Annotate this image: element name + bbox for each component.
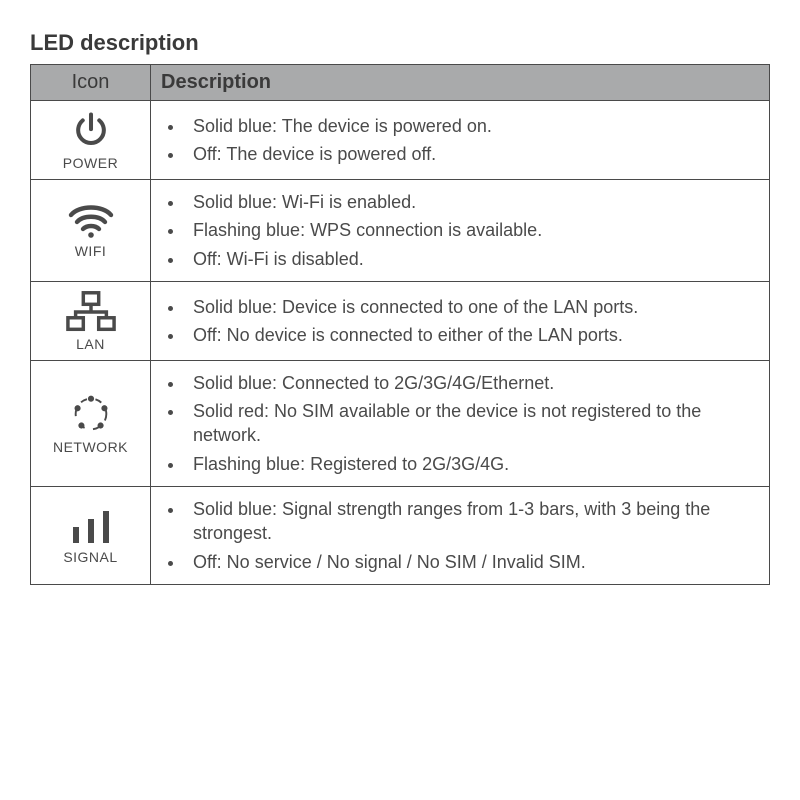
desc-item: Solid blue: Wi-Fi is enabled. — [185, 188, 759, 216]
icon-label: NETWORK — [41, 439, 140, 455]
desc-cell: Solid blue: Signal strength ranges from … — [151, 487, 770, 585]
desc-item: Off: No device is connected to either of… — [185, 321, 759, 349]
icon-label: POWER — [41, 155, 140, 171]
wifi-icon — [67, 201, 115, 241]
led-table: Icon Description POWER Solid blue: The d… — [30, 64, 770, 585]
table-row: SIGNAL Solid blue: Signal strength range… — [31, 487, 770, 585]
icon-label: LAN — [41, 336, 140, 352]
desc-cell: Solid blue: Wi-Fi is enabled. Flashing b… — [151, 180, 770, 282]
table-row: LAN Solid blue: Device is connected to o… — [31, 281, 770, 360]
power-icon — [69, 109, 113, 153]
icon-label: SIGNAL — [41, 549, 140, 565]
page-title: LED description — [30, 30, 770, 56]
desc-item: Off: Wi-Fi is disabled. — [185, 245, 759, 273]
led-description-panel: LED description Icon Description POWER — [0, 0, 800, 585]
icon-label: WIFI — [41, 243, 140, 259]
icon-cell-wifi: WIFI — [31, 180, 151, 282]
desc-item: Off: No service / No signal / No SIM / I… — [185, 548, 759, 576]
desc-item: Flashing blue: WPS connection is availab… — [185, 216, 759, 244]
icon-cell-network: NETWORK — [31, 360, 151, 486]
signal-icon — [67, 507, 115, 547]
desc-cell: Solid blue: Connected to 2G/3G/4G/Ethern… — [151, 360, 770, 486]
desc-item: Solid blue: Signal strength ranges from … — [185, 495, 759, 548]
table-row: WIFI Solid blue: Wi-Fi is enabled. Flash… — [31, 180, 770, 282]
desc-list: Solid blue: Device is connected to one o… — [161, 293, 759, 350]
header-icon: Icon — [31, 65, 151, 101]
desc-item: Off: The device is powered off. — [185, 140, 759, 168]
table-row: POWER Solid blue: The device is powered … — [31, 101, 770, 180]
desc-list: Solid blue: Connected to 2G/3G/4G/Ethern… — [161, 369, 759, 478]
desc-cell: Solid blue: The device is powered on. Of… — [151, 101, 770, 180]
desc-cell: Solid blue: Device is connected to one o… — [151, 281, 770, 360]
icon-cell-lan: LAN — [31, 281, 151, 360]
desc-item: Solid blue: The device is powered on. — [185, 112, 759, 140]
network-icon — [68, 391, 114, 437]
header-description: Description — [151, 65, 770, 101]
desc-item: Solid blue: Device is connected to one o… — [185, 293, 759, 321]
desc-list: Solid blue: Wi-Fi is enabled. Flashing b… — [161, 188, 759, 273]
table-header-row: Icon Description — [31, 65, 770, 101]
desc-list: Solid blue: The device is powered on. Of… — [161, 112, 759, 169]
lan-icon — [66, 290, 116, 334]
desc-item: Solid blue: Connected to 2G/3G/4G/Ethern… — [185, 369, 759, 397]
icon-cell-signal: SIGNAL — [31, 487, 151, 585]
table-row: NETWORK Solid blue: Connected to 2G/3G/4… — [31, 360, 770, 486]
desc-item: Flashing blue: Registered to 2G/3G/4G. — [185, 450, 759, 478]
icon-cell-power: POWER — [31, 101, 151, 180]
desc-item: Solid red: No SIM available or the devic… — [185, 397, 759, 450]
desc-list: Solid blue: Signal strength ranges from … — [161, 495, 759, 576]
